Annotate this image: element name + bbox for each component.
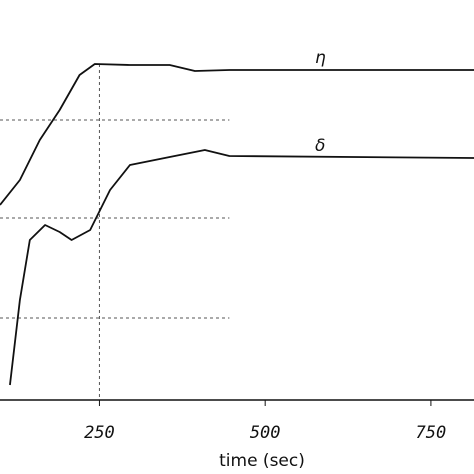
x-axis-title: time (sec) [219,451,305,471]
x-tick-label: 750 [416,423,447,443]
line [9,149,474,386]
x-tick-label: 250 [84,423,115,443]
series-label: η [315,48,326,68]
x-tick-label: 500 [250,423,281,443]
line [0,63,474,206]
series-label: δ [315,136,325,156]
